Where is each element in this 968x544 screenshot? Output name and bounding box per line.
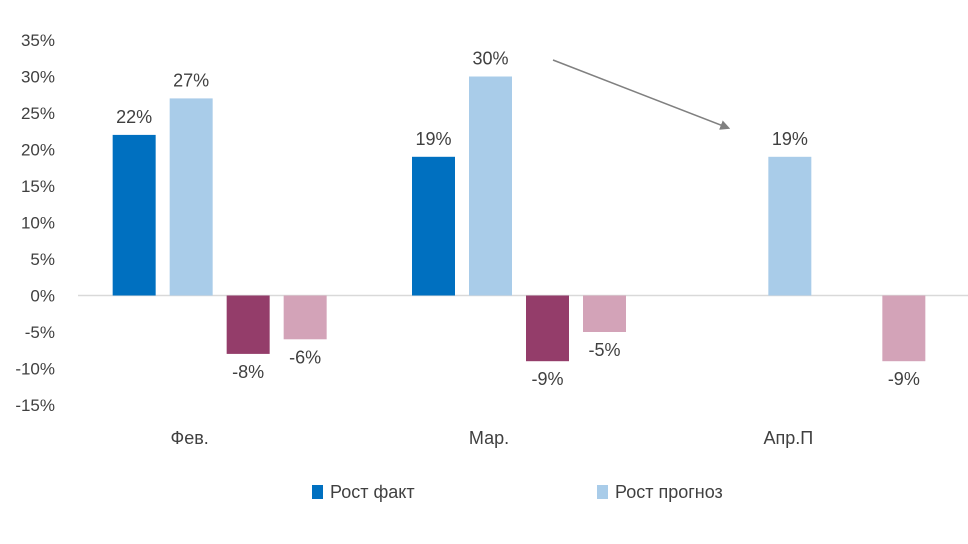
y-tick-label: 5% [30, 250, 55, 269]
bar-мар-s0 [412, 156, 455, 296]
trend-arrow [552, 59, 731, 130]
bar-мар-s1 [469, 76, 512, 296]
y-tick-label: 30% [21, 68, 55, 87]
annotations-layer [552, 59, 731, 130]
legend-swatch [597, 485, 608, 499]
y-tick-label: -15% [15, 396, 55, 415]
y-tick-label: -5% [25, 323, 55, 342]
data-label: 27% [173, 70, 209, 90]
bar-фев-s3 [283, 295, 327, 340]
y-tick-label: 0% [30, 287, 55, 306]
legend-label: Рост факт [330, 482, 415, 502]
data-label: -9% [531, 369, 563, 389]
x-category-label: Апр.П [763, 428, 813, 448]
bar-апр-п-s3 [882, 295, 926, 362]
data-label: -8% [232, 362, 264, 382]
bar-апр-п-s1 [768, 156, 812, 296]
data-label: 22% [116, 107, 152, 127]
data-labels-layer: 22% 19% 27% 30% 19% -8% -9% -6% -5% -9% [116, 49, 920, 390]
data-label: 19% [772, 129, 808, 149]
x-axis-categories: Фев. Мар. Апр.П [171, 428, 814, 448]
legend-label: Рост прогноз [615, 482, 723, 502]
bar-мар-s3 [583, 295, 626, 332]
data-label: -5% [588, 340, 620, 360]
y-tick-label: 10% [21, 214, 55, 233]
data-label: 19% [415, 129, 451, 149]
data-label: -6% [289, 347, 321, 367]
bar-фев-s0 [112, 134, 156, 296]
y-tick-label: -10% [15, 360, 55, 379]
y-axis-ticks: -15% -10% -5% 0% 5% 10% 15% 20% 25% 30% 35% [15, 31, 55, 415]
legend: Рост факт Рост прогноз [312, 482, 723, 502]
y-tick-label: 15% [21, 177, 55, 196]
x-category-label: Фев. [171, 428, 209, 448]
y-tick-label: 25% [21, 104, 55, 123]
y-tick-label: 20% [21, 141, 55, 160]
data-label: 30% [472, 49, 508, 69]
bars-layer [112, 76, 926, 362]
bar-фев-s1 [169, 98, 213, 296]
bar-мар-s2 [526, 295, 569, 362]
x-category-label: Мар. [469, 428, 509, 448]
bar-фев-s2 [226, 295, 270, 354]
data-label: -9% [888, 369, 920, 389]
legend-swatch [312, 485, 323, 499]
y-tick-label: 35% [21, 31, 55, 50]
